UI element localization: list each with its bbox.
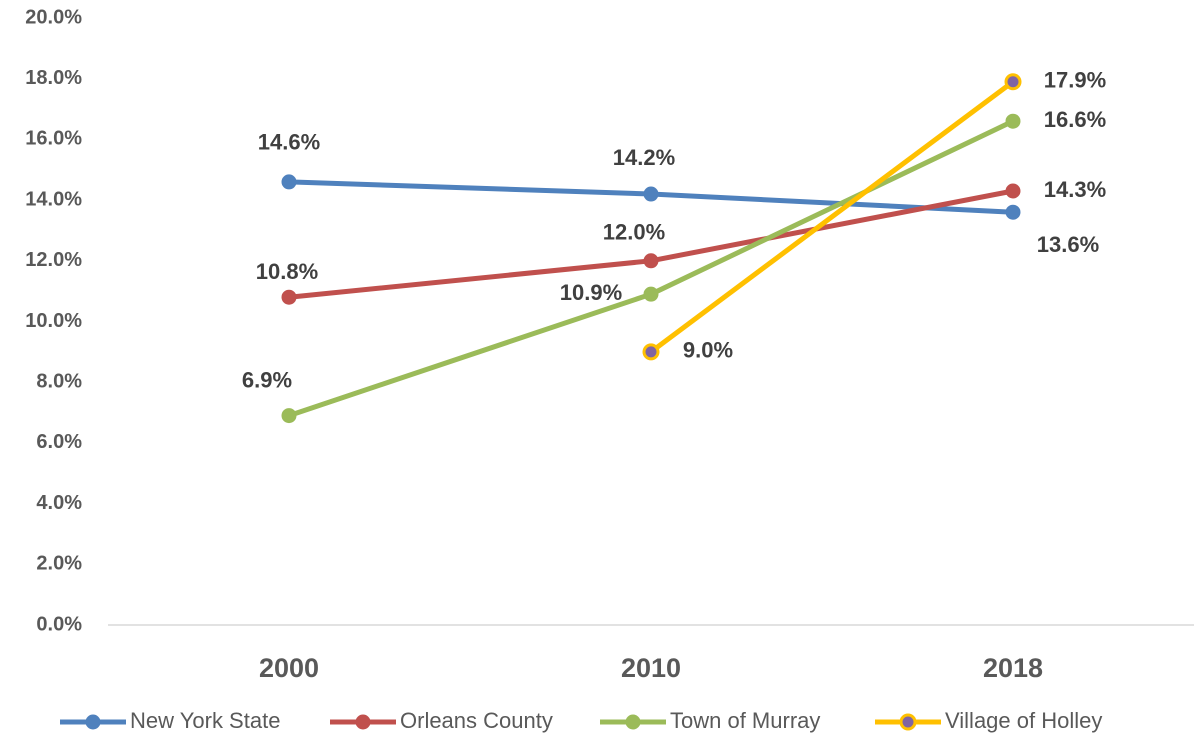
data-label: 9.0% [683,338,733,363]
x-tick-label: 2010 [621,653,681,683]
data-label: 13.6% [1037,232,1099,257]
y-tick-label: 2.0% [36,553,82,575]
x-tick-label: 2000 [259,653,319,683]
data-label: 10.9% [560,280,622,305]
data-label: 6.9% [242,367,292,392]
marker [643,286,659,302]
y-tick-label: 20.0% [25,6,82,28]
marker [1004,73,1022,91]
legend-label: Orleans County [400,708,553,733]
data-label: 14.2% [613,145,675,170]
marker [1005,204,1021,220]
y-tick-label: 8.0% [36,370,82,392]
y-tick-label: 16.0% [25,128,82,150]
data-label: 14.6% [258,130,320,155]
legend-label: Village of Holley [945,708,1102,733]
x-tick-label: 2018 [983,653,1043,683]
marker [281,289,297,305]
y-tick-label: 4.0% [36,492,82,514]
y-tick-label: 10.0% [25,310,82,332]
y-tick-label: 14.0% [25,188,82,210]
marker [642,343,660,361]
y-tick-label: 0.0% [36,613,82,635]
legend-marker [899,713,917,731]
y-tick-label: 12.0% [25,249,82,271]
series-line [649,79,1015,354]
marker [281,408,297,424]
marker [1005,183,1021,199]
marker [1005,113,1021,129]
marker [643,253,659,269]
marker [281,174,297,190]
data-label: 14.3% [1044,177,1106,202]
legend-label: New York State [130,708,280,733]
data-label: 16.6% [1044,107,1106,132]
legend-marker [85,714,101,730]
data-label: 12.0% [603,220,665,245]
legend-label: Town of Murray [670,708,820,733]
y-tick-label: 6.0% [36,431,82,453]
marker [643,186,659,202]
y-tick-label: 18.0% [25,67,82,89]
data-label: 17.9% [1044,68,1106,93]
data-label: 10.8% [256,259,318,284]
legend-marker [355,714,371,730]
legend-marker [625,714,641,730]
